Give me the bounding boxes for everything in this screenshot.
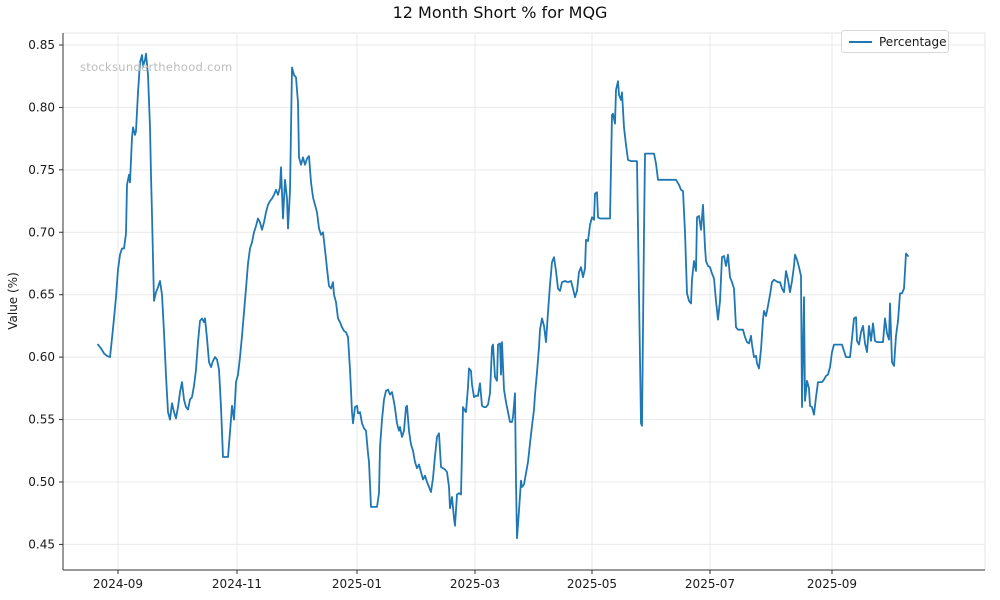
x-tick-label: 2025-03 [450,577,500,591]
chart-title: 12 Month Short % for MQG [392,3,608,22]
y-tick-label: 0.75 [28,163,55,177]
y-tick-label: 0.85 [28,38,55,52]
x-tick-label: 2025-09 [807,577,857,591]
legend: Percentage [841,30,949,53]
x-tick-label: 2025-07 [685,577,735,591]
legend-label: Percentage [879,34,947,49]
x-tick-label: 2024-09 [93,577,143,591]
watermark-text: stocksunderthehood.com [80,60,233,74]
series-line-percentage [97,52,909,540]
y-tick-label: 0.60 [28,350,55,364]
y-tick-label: 0.70 [28,225,55,239]
x-tick-label: 2025-01 [332,577,382,591]
legend-line-swatch [849,40,872,43]
y-axis-label: Value (%) [6,272,20,330]
y-tick-label: 0.55 [28,413,55,427]
y-tick-label: 0.45 [28,537,55,551]
x-tick-label: 2025-05 [567,577,617,591]
x-tick-label: 2024-11 [212,577,262,591]
y-tick-label: 0.80 [28,100,55,114]
y-tick-label: 0.65 [28,288,55,302]
y-tick-label: 0.50 [28,475,55,489]
